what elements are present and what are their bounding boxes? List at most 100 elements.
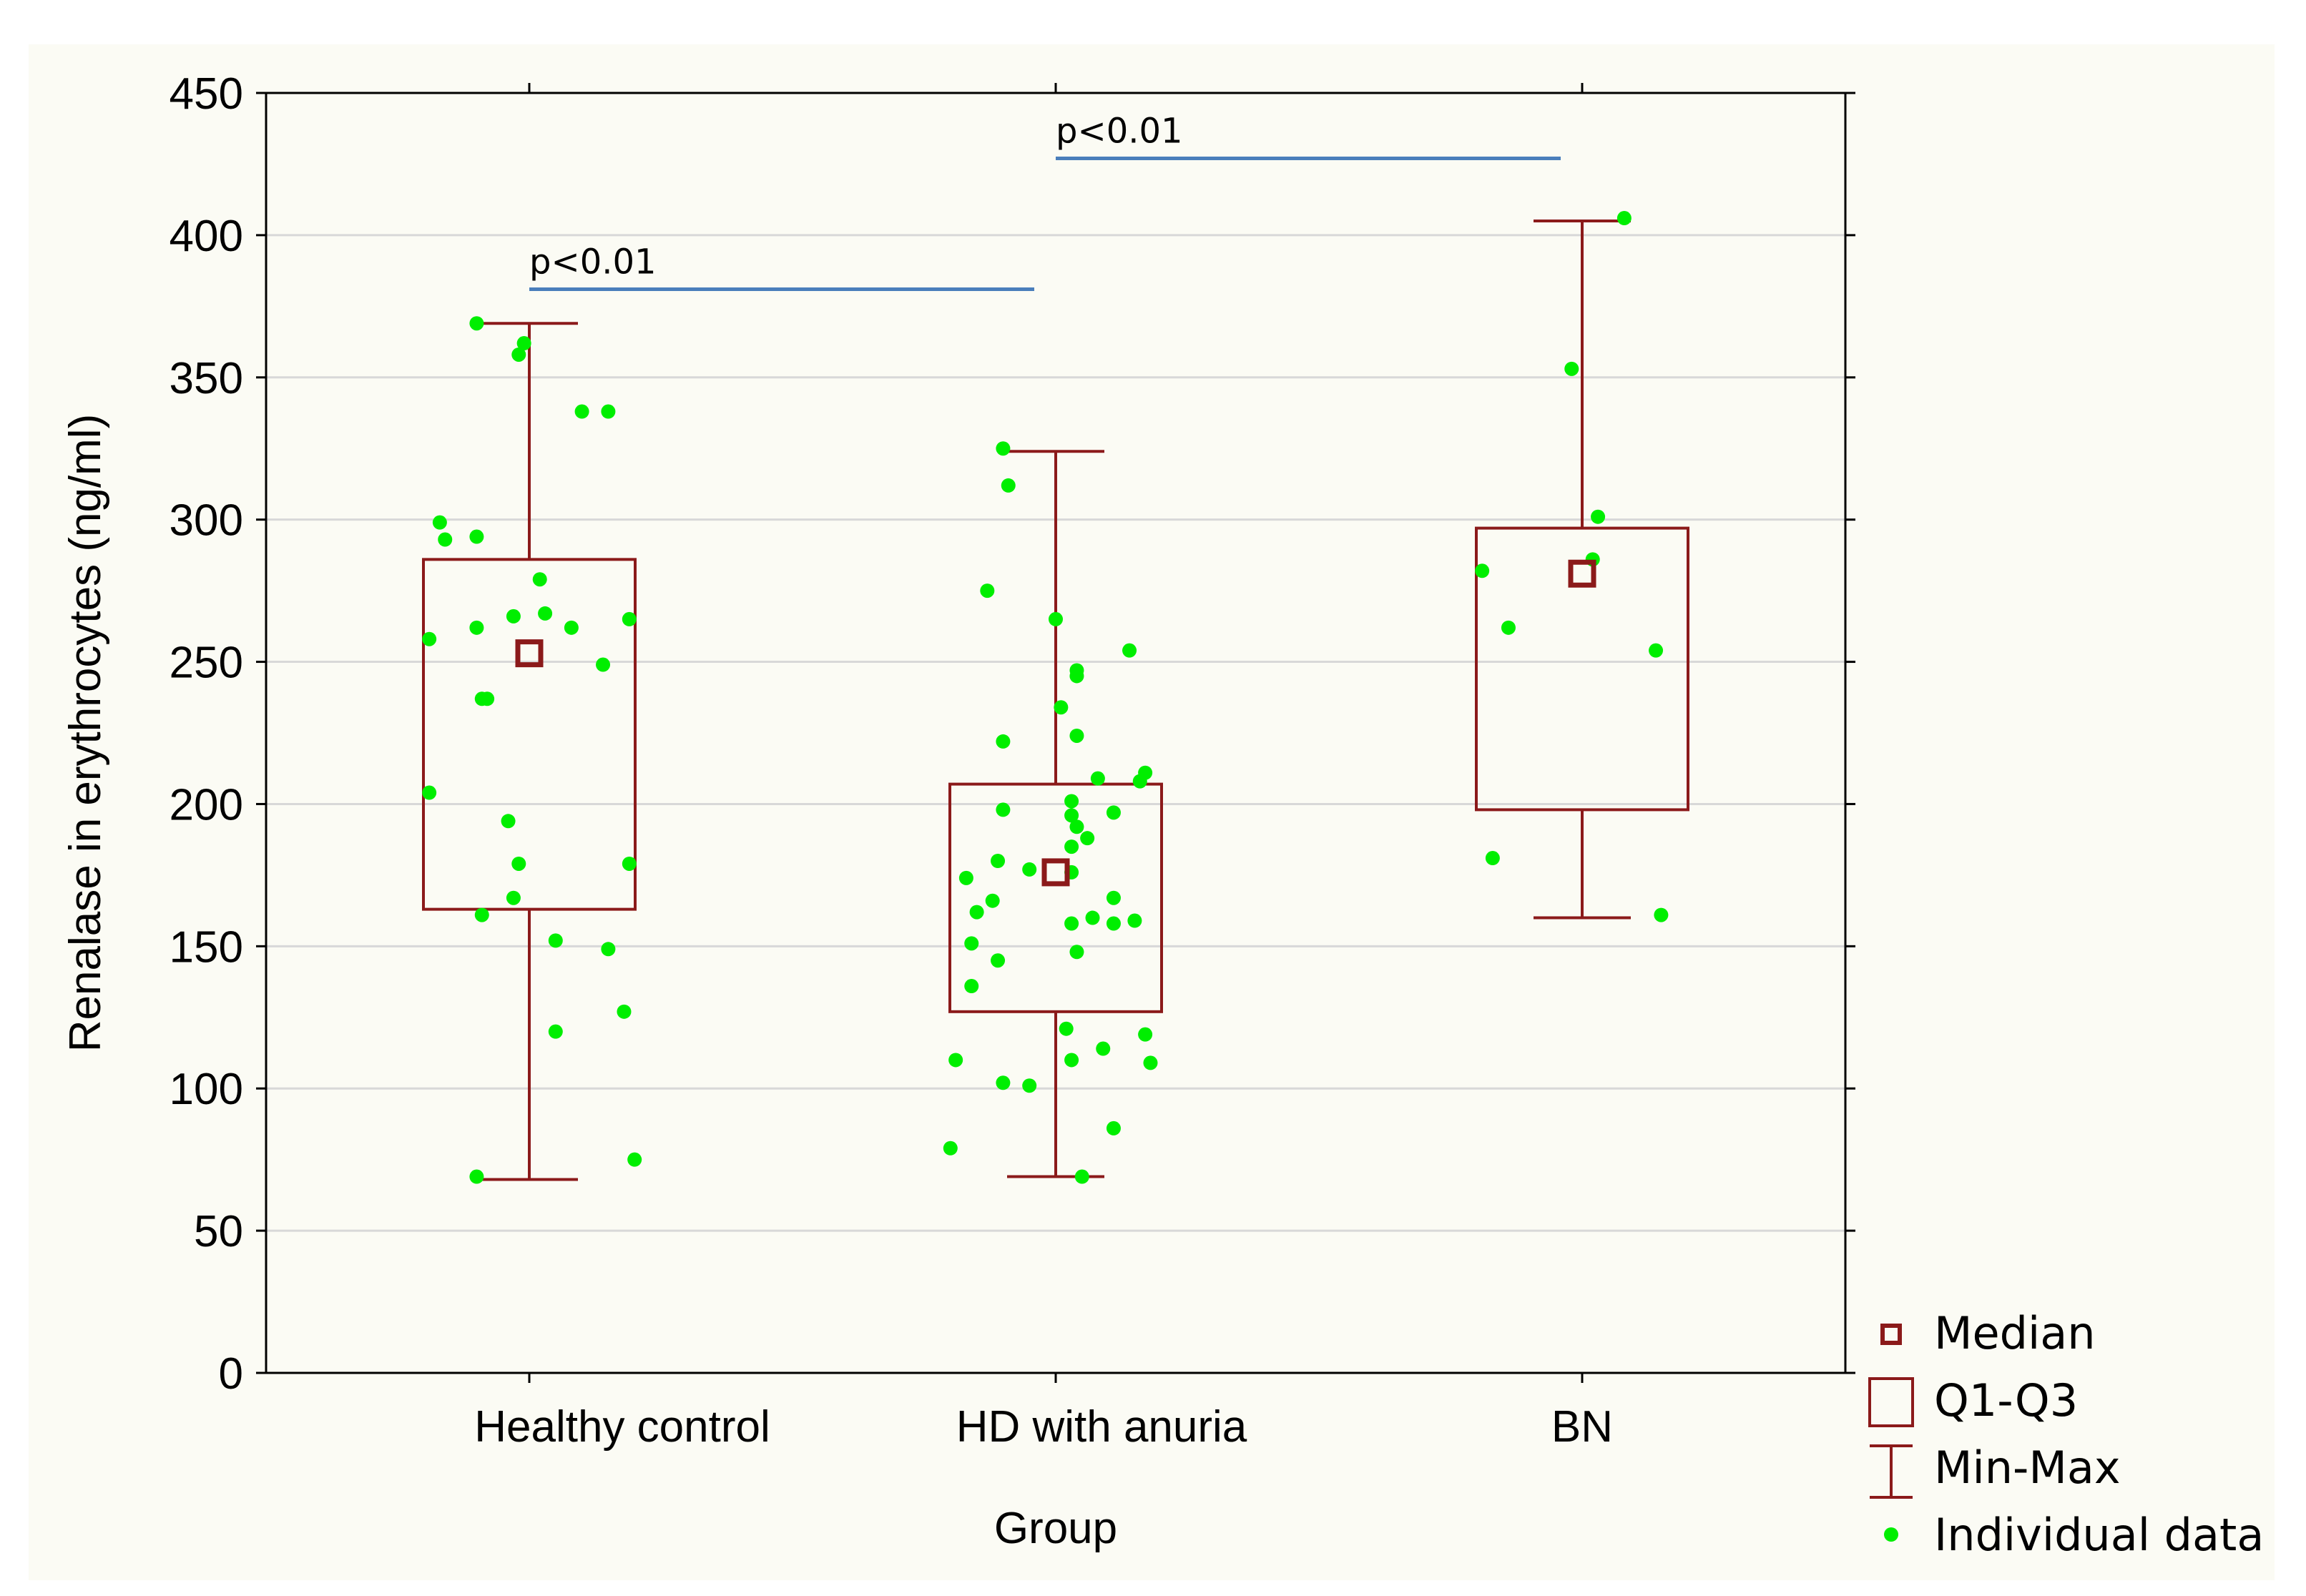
data-point — [474, 907, 489, 922]
data-point — [1654, 907, 1669, 922]
legend-label: Q1-Q3 — [1934, 1374, 2078, 1427]
data-point — [501, 814, 516, 829]
data-point — [1485, 851, 1500, 866]
data-point — [1074, 1169, 1089, 1184]
data-point — [1054, 700, 1069, 715]
data-point — [1106, 890, 1121, 905]
data-point — [622, 611, 637, 626]
data-point — [469, 1169, 484, 1184]
y-tick-label: 350 — [170, 354, 243, 403]
data-point — [991, 854, 1006, 868]
data-point — [601, 404, 616, 419]
p-value-label: p<0.01 — [1056, 111, 1183, 151]
data-point — [1064, 1053, 1079, 1068]
data-point — [1064, 839, 1079, 854]
data-point — [1049, 611, 1063, 626]
data-point — [516, 336, 531, 351]
data-point — [511, 347, 526, 362]
y-tick-label: 200 — [170, 780, 243, 829]
y-tick-label: 0 — [219, 1349, 243, 1399]
data-point — [438, 532, 453, 547]
data-point — [1122, 643, 1137, 658]
legend-label: Min-Max — [1934, 1442, 2121, 1494]
data-point — [432, 515, 447, 530]
data-point — [964, 936, 979, 951]
data-point — [1069, 728, 1084, 743]
data-point — [548, 1024, 563, 1039]
y-axis-label: Renalase in erythrocytes (ng/ml) — [61, 414, 110, 1052]
legend-median-icon — [1880, 1324, 1902, 1345]
data-point — [506, 609, 521, 624]
legend-label: Individual data — [1934, 1509, 2264, 1561]
data-point — [1090, 771, 1105, 786]
y-tick-label: 100 — [170, 1065, 243, 1114]
x-tick-label: HD with anuria — [956, 1402, 1247, 1452]
data-point — [622, 856, 637, 871]
data-point — [538, 606, 553, 621]
data-point — [1064, 916, 1079, 931]
data-point — [469, 620, 484, 635]
y-tick-label: 300 — [170, 496, 243, 546]
x-tick-label: BN — [1551, 1402, 1613, 1452]
data-point — [996, 734, 1011, 749]
data-point — [1022, 862, 1037, 877]
x-axis-label: Group — [994, 1504, 1117, 1553]
x-tick-label: Healthy control — [474, 1402, 770, 1452]
data-point — [1501, 620, 1516, 635]
data-point — [1132, 774, 1147, 789]
data-point — [469, 316, 484, 331]
data-point — [1106, 805, 1121, 820]
data-point — [996, 441, 1011, 456]
median-marker — [1041, 858, 1070, 887]
data-point — [1106, 916, 1121, 931]
data-point — [958, 870, 973, 885]
iqr-box — [948, 782, 1163, 1013]
legend-label: Median — [1934, 1307, 2096, 1359]
data-point — [991, 953, 1006, 968]
data-point — [996, 802, 1011, 817]
data-point — [548, 933, 563, 948]
data-point — [469, 529, 484, 544]
data-point — [564, 620, 579, 635]
iqr-box — [1475, 526, 1689, 812]
box-plot-chart: 0 50 100 150 200 250 300 350 400 450 Renalase in e… — [61, 69, 2264, 1561]
data-point — [511, 856, 526, 871]
y-tick-label: 400 — [170, 212, 243, 261]
data-point — [480, 691, 495, 706]
data-point — [596, 657, 611, 672]
data-point — [601, 942, 616, 957]
data-point — [943, 1141, 958, 1156]
data-point — [1064, 808, 1079, 823]
y-tick-label: 250 — [170, 639, 243, 688]
data-point — [980, 583, 995, 598]
median-marker — [515, 639, 544, 668]
data-point — [1022, 1078, 1037, 1093]
data-point — [985, 893, 1000, 908]
data-point — [1106, 1120, 1121, 1136]
data-point — [1591, 509, 1606, 524]
data-point — [1064, 794, 1079, 809]
data-point — [969, 905, 984, 920]
data-point — [1475, 563, 1490, 578]
data-point — [1649, 643, 1664, 658]
data-point — [948, 1053, 963, 1068]
legend-box-icon — [1868, 1377, 1914, 1427]
iqr-box — [422, 558, 637, 911]
data-point — [1059, 1021, 1074, 1036]
y-tick-label: 150 — [170, 922, 243, 972]
data-point — [1616, 211, 1632, 226]
data-point — [506, 890, 521, 905]
data-point — [627, 1152, 642, 1167]
data-point — [1069, 945, 1084, 960]
median-marker — [1568, 559, 1596, 588]
data-point — [532, 572, 547, 587]
data-point — [422, 785, 437, 800]
data-point — [1138, 1027, 1153, 1042]
data-point — [996, 1075, 1011, 1090]
chart-panel: 0 50 100 150 200 250 300 350 400 450 Renalase in e… — [29, 44, 2275, 1580]
data-point — [1069, 669, 1084, 684]
data-point — [574, 404, 589, 419]
y-tick-label: 50 — [194, 1207, 243, 1256]
data-point — [1127, 913, 1142, 928]
legend-point-icon — [1884, 1527, 1898, 1542]
